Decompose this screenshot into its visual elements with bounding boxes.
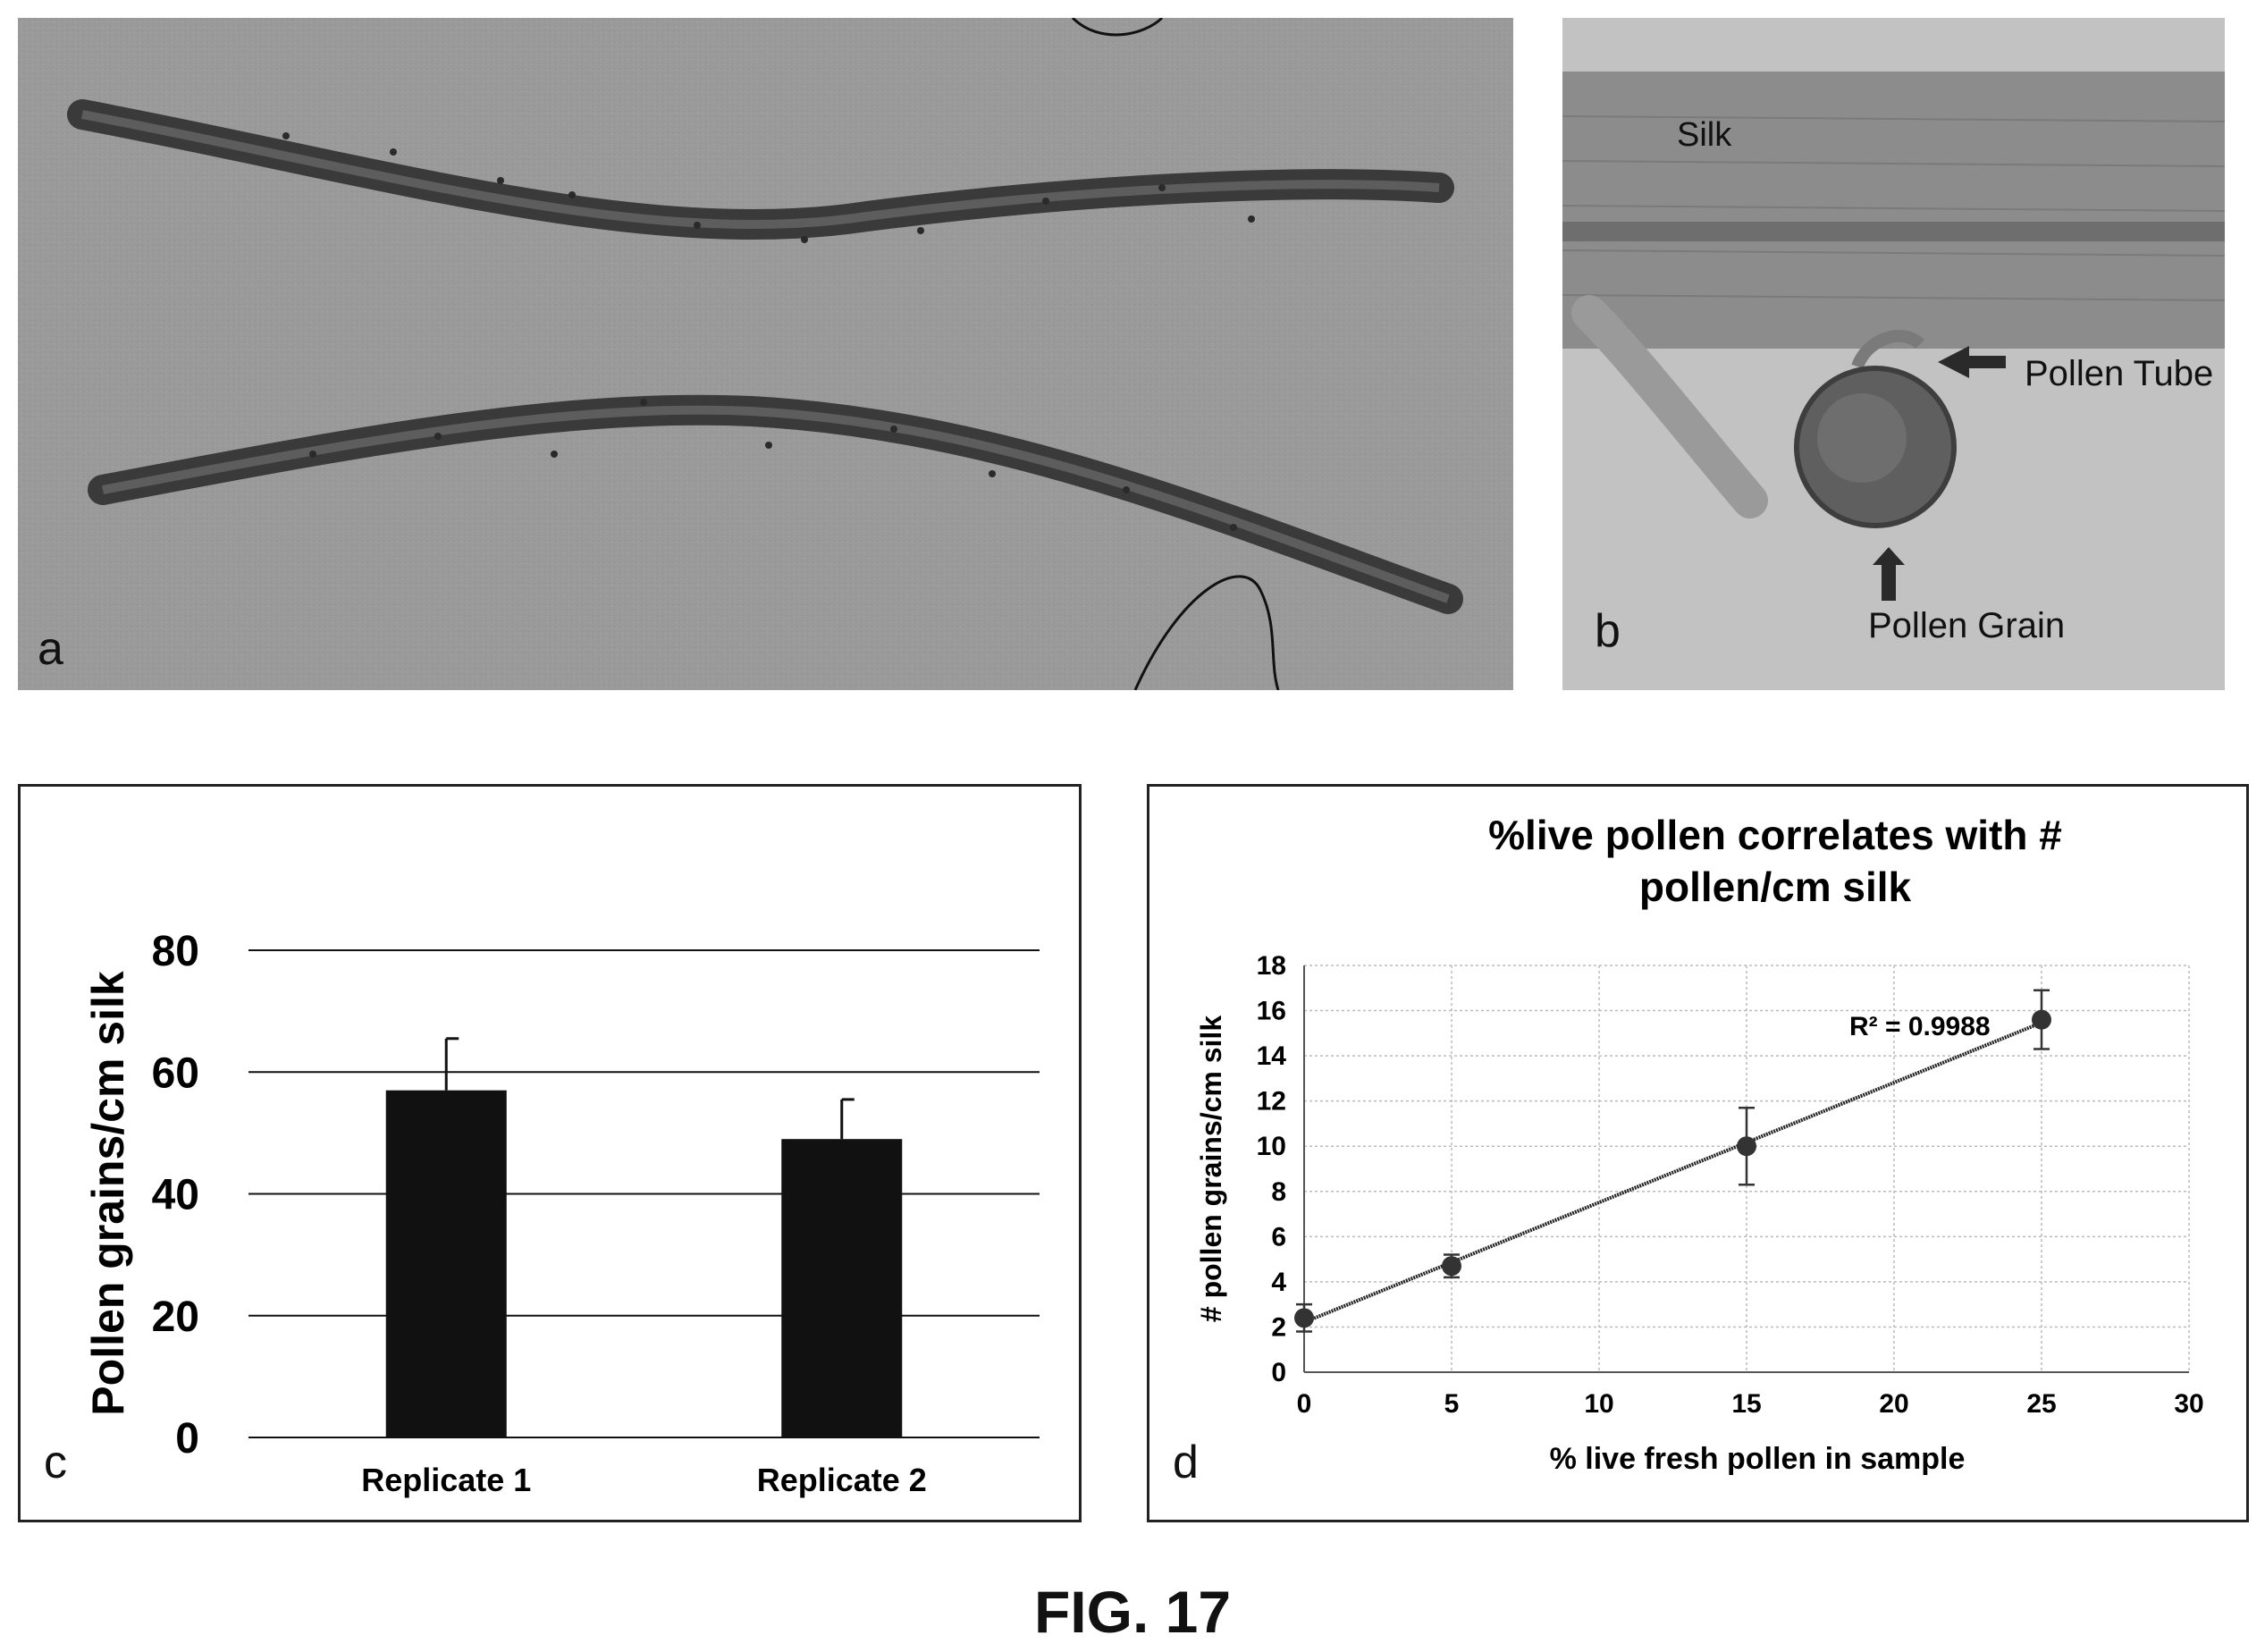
bar — [781, 1139, 903, 1437]
y-tick-label: 12 — [1257, 1087, 1286, 1117]
y-tick-label: 0 — [1271, 1358, 1286, 1387]
y-tick-label: 80 — [152, 928, 199, 975]
data-point — [1294, 1308, 1314, 1328]
data-point — [2032, 1009, 2051, 1030]
x-tick-label: 10 — [1584, 1389, 1613, 1419]
x-tick-label: 5 — [1444, 1389, 1460, 1419]
x-axis-title: % live fresh pollen in sample — [1550, 1442, 1966, 1476]
panel-a-letter: a — [38, 623, 63, 675]
panel-d-scatter-chart: %live pollen correlates with # pollen/cm … — [1147, 784, 2249, 1522]
pollen-closeup-image — [1562, 18, 2225, 690]
data-point — [1737, 1136, 1756, 1157]
panel-d-letter: d — [1173, 1437, 1199, 1488]
y-tick-label: 20 — [152, 1294, 199, 1341]
y-tick-label: 0 — [175, 1415, 199, 1462]
y-tick-label: 14 — [1257, 1041, 1287, 1071]
y-tick-label: 6 — [1271, 1222, 1286, 1252]
x-tick-label: 0 — [1297, 1389, 1312, 1419]
panel-b-micrograph: Silk Pollen Tube Pollen Grain b — [1562, 18, 2225, 690]
x-category-label: Replicate 1 — [361, 1462, 531, 1498]
panel-c-letter: c — [44, 1437, 67, 1488]
bar — [385, 1090, 507, 1437]
x-category-label: Replicate 2 — [757, 1462, 927, 1498]
silk-label: Silk — [1677, 116, 1732, 154]
pollen-tube-label: Pollen Tube — [2025, 354, 2214, 393]
panel-a-micrograph: a — [18, 18, 1513, 690]
x-tick-label: 30 — [2174, 1389, 2203, 1419]
panel-c-bar-chart: 0 20 40 60 80 Replicate 1 Replicate 2 Pollen gr… — [18, 784, 1082, 1522]
pollen-tube-arrow-icon — [1938, 346, 2006, 378]
y-tick-label: 40 — [152, 1172, 199, 1219]
x-tick-label: 15 — [1731, 1389, 1761, 1419]
y-tick-label: 2 — [1271, 1312, 1286, 1342]
x-tick-label: 25 — [2026, 1389, 2056, 1419]
y-tick-label: 60 — [152, 1049, 199, 1097]
y-tick-label: 8 — [1271, 1177, 1286, 1207]
y-tick-label: 18 — [1257, 951, 1286, 981]
pollen-grain-arrow-icon — [1873, 547, 1905, 601]
data-point — [1442, 1256, 1461, 1277]
silk-strands-image — [18, 18, 1513, 690]
trend-line — [1303, 1021, 2042, 1325]
pollen-grain-label: Pollen Grain — [1868, 606, 2066, 645]
y-tick-label: 10 — [1257, 1132, 1286, 1161]
scatter-chart-svg: %live pollen correlates with # pollen/cm … — [1195, 812, 2204, 1476]
y-axis-title: Pollen grains/cm silk — [83, 971, 133, 1416]
y-axis-title: # pollen grains/cm silk — [1195, 1016, 1227, 1322]
chart-title: %live pollen correlates with # pollen/cm … — [1488, 812, 2062, 910]
x-tick-label: 20 — [1879, 1389, 1908, 1419]
r-squared-annotation: R² = 0.9988 — [1849, 1012, 1991, 1041]
figure-caption: FIG. 17 — [1033, 1579, 1232, 1645]
panel-b-letter: b — [1595, 605, 1621, 657]
bar-chart-svg: 0 20 40 60 80 Replicate 1 Replicate 2 Pollen gr… — [83, 928, 1040, 1498]
y-tick-label: 16 — [1257, 997, 1286, 1026]
y-tick-label: 4 — [1271, 1268, 1286, 1297]
